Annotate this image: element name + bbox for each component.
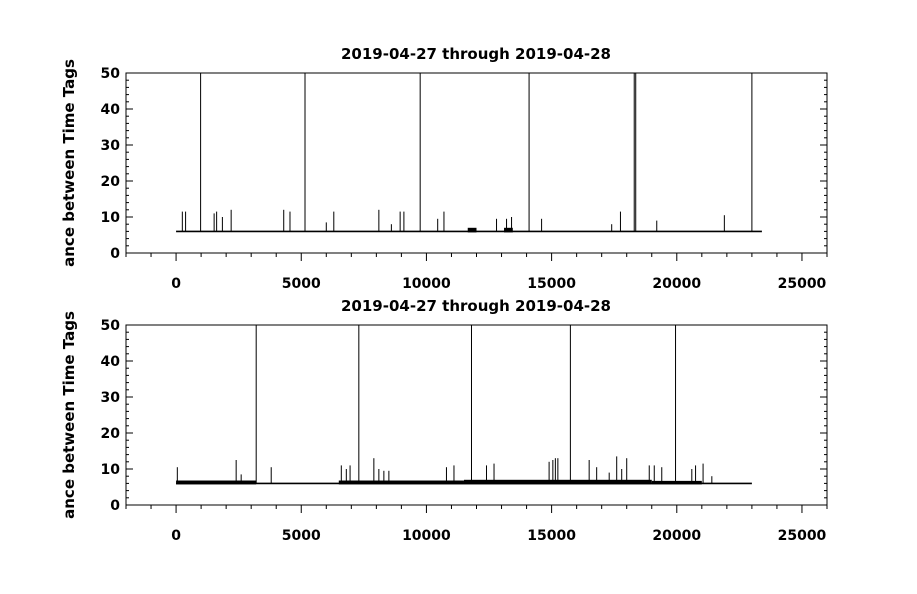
- top-chart-y-axis-label: ance between Time Tags: [60, 59, 78, 267]
- bottom-chart-x-tick-label: 25000: [778, 528, 827, 544]
- top-chart-x-tick-label: 25000: [778, 276, 827, 292]
- top-chart-panel: 2019-04-27 through 2019-04-28 ance betwe…: [60, 45, 828, 292]
- bottom-chart-title: 2019-04-27 through 2019-04-28: [341, 297, 611, 315]
- top-chart-y-tick-label: 0: [110, 246, 120, 262]
- bottom-chart-ticks: 0 10 20 30 40 50 0 5000 10000 15000 20000 25000: [101, 318, 828, 544]
- bottom-chart-x-tick-label: 15000: [527, 528, 576, 544]
- top-chart-x-tick-label: 10000: [402, 276, 451, 292]
- bottom-chart-y-tick-label: 50: [101, 318, 121, 334]
- bottom-chart-y-tick-label: 40: [101, 354, 121, 370]
- bottom-chart-y-tick-label: 20: [101, 426, 121, 442]
- bottom-chart-plot-frame: [125, 324, 828, 506]
- bottom-chart-noise-band: [651, 480, 702, 485]
- bottom-chart-x-tick-label: 5000: [282, 528, 321, 544]
- bottom-chart-data-series: [176, 325, 752, 485]
- bottom-chart-x-tick-label: 10000: [402, 528, 451, 544]
- bottom-chart-noise-band: [338, 480, 464, 485]
- top-chart-x-tick-label: 20000: [652, 276, 701, 292]
- bottom-chart-x-tick-label: 20000: [652, 528, 701, 544]
- top-chart-x-tick-label: 5000: [282, 276, 321, 292]
- top-chart-data-series: [176, 73, 762, 233]
- top-chart-y-tick-label: 10: [101, 210, 121, 226]
- top-chart-ticks: 0 10 20 30 40 50 0 5000 10000 15000 20000 25000: [101, 66, 828, 292]
- top-chart-title: 2019-04-27 through 2019-04-28: [341, 45, 611, 63]
- top-chart-y-tick-label: 20: [101, 174, 121, 190]
- bottom-chart-x-tick-label: 0: [171, 528, 181, 544]
- top-chart-y-tick-label: 50: [101, 66, 121, 82]
- bottom-chart-y-tick-label: 0: [110, 498, 120, 514]
- top-chart-noise-band: [467, 227, 477, 233]
- bottom-chart-y-tick-label: 30: [101, 390, 121, 406]
- top-chart-y-tick-label: 40: [101, 102, 121, 118]
- bottom-chart-y-tick-label: 10: [101, 462, 121, 478]
- bottom-chart-y-axis-label: ance between Time Tags: [60, 311, 78, 519]
- top-chart-y-tick-label: 30: [101, 138, 121, 154]
- bottom-chart-panel: 2019-04-27 through 2019-04-28 ance betwe…: [60, 297, 828, 544]
- top-chart-x-tick-label: 0: [171, 276, 181, 292]
- top-chart-noise-band: [504, 227, 513, 233]
- top-chart-x-tick-label: 15000: [527, 276, 576, 292]
- bottom-chart-noise-band: [176, 480, 257, 485]
